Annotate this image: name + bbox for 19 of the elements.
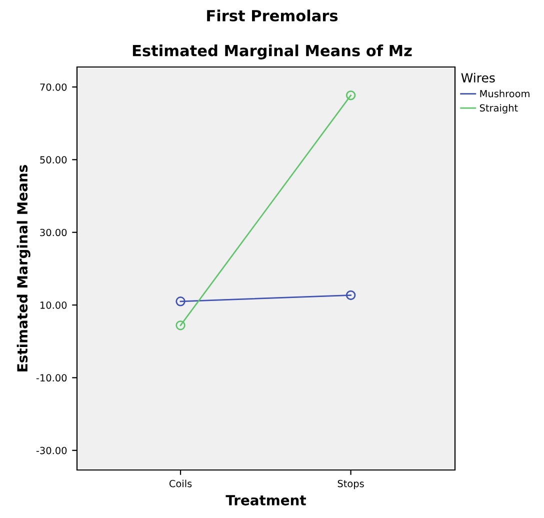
legend-label: Mushroom: [480, 90, 530, 98]
x-axis-title: Treatment: [226, 495, 306, 506]
point: [346, 290, 356, 300]
y-tick-label: 10.00: [40, 302, 67, 309]
y-tick-label: -30.00: [36, 446, 67, 454]
legend-title: Wires: [461, 72, 495, 83]
y-tick-label: -10.00: [36, 374, 67, 382]
point: [176, 296, 186, 306]
y-axis-title: Estimated Marginal Means: [16, 165, 30, 372]
y-tick-label: 30.00: [40, 228, 67, 236]
point: [346, 90, 356, 100]
x-tick-label: Stops: [338, 480, 364, 490]
chart-subtitle: Estimated Marginal Means of Mz: [132, 44, 412, 60]
y-tick-label: 70.00: [40, 83, 67, 91]
legend-label: Straight: [480, 104, 518, 114]
x-tick-label: Coils: [169, 480, 192, 488]
y-tick-label: 50.00: [40, 156, 67, 164]
point: [176, 320, 186, 330]
chart-title: First Premolars: [207, 10, 338, 22]
